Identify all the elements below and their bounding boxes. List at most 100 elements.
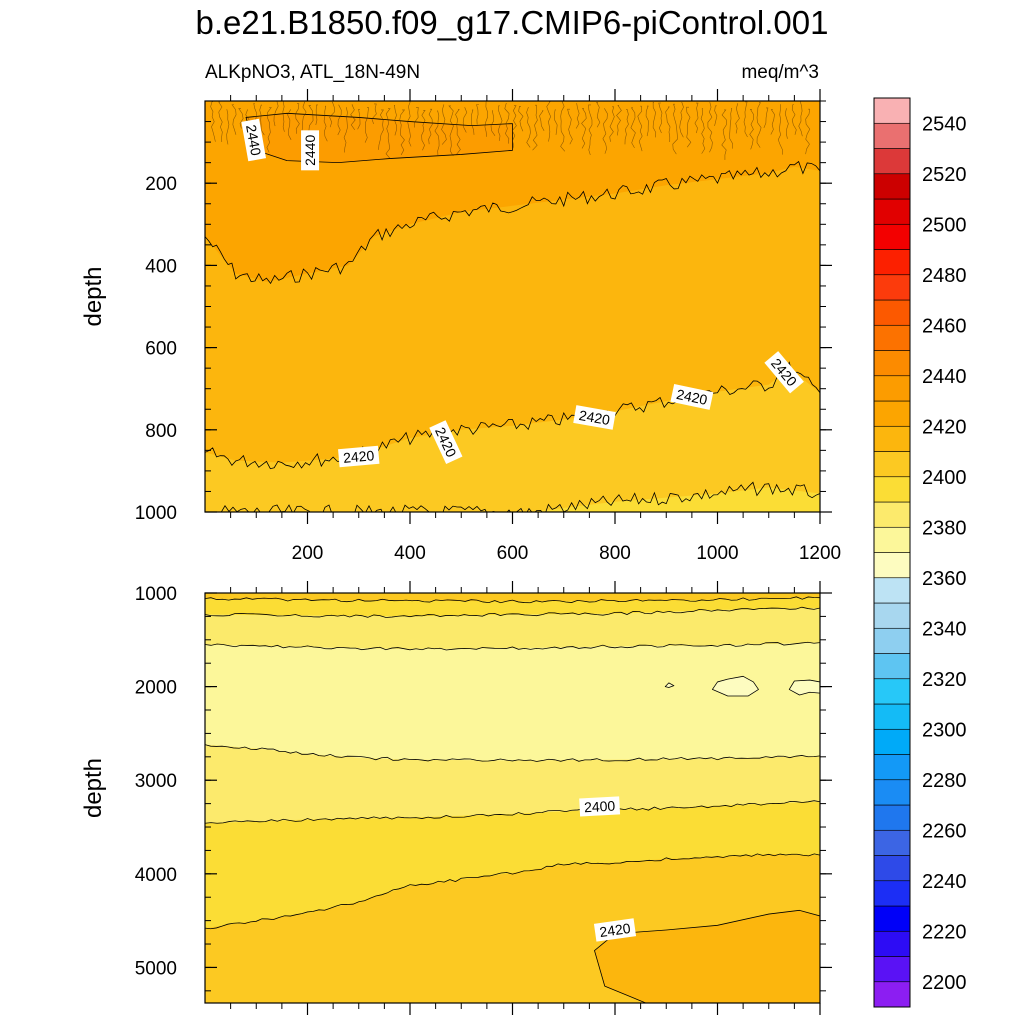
colorbar-tick-label: 2200 xyxy=(922,972,967,994)
upper-noise-contour xyxy=(295,103,300,134)
upper-noise-contour xyxy=(414,107,419,128)
upper-noise-contour xyxy=(609,106,615,142)
upper-noise-contour xyxy=(323,105,328,142)
colorbar-tick-label: 2240 xyxy=(922,871,967,893)
upper-noise-contour xyxy=(301,101,307,133)
lower-y-tick-label: 3000 xyxy=(135,771,177,792)
colorbar-swatch-19 xyxy=(873,501,911,528)
upper-noise-contour xyxy=(560,101,566,152)
contour-label-text: 2440 xyxy=(302,135,318,166)
colorbar-swatch-4 xyxy=(873,880,911,907)
colorbar-swatch-30 xyxy=(873,223,911,250)
colorbar-swatch-20 xyxy=(873,476,911,503)
upper-noise-contour xyxy=(462,107,468,133)
upper-noise-contour xyxy=(763,107,769,129)
upper-x-tick-label: 400 xyxy=(394,543,426,564)
upper-noise-contour xyxy=(602,108,608,154)
colorbar-tick-label: 2300 xyxy=(922,719,967,741)
contour-label-text: 2420 xyxy=(598,920,631,940)
upper-noise-contour xyxy=(539,110,545,131)
upper-noise-contour xyxy=(407,101,412,147)
colorbar-swatch-8 xyxy=(873,779,911,806)
upper-noise-contour xyxy=(497,105,503,141)
upper-noise-contour xyxy=(329,101,335,128)
contour-label-bg xyxy=(764,351,804,394)
colorbar-tick-label: 2360 xyxy=(922,568,967,590)
colorbar-swatch-16 xyxy=(873,577,911,604)
lower-contour-label-0: 2400 xyxy=(579,796,621,817)
upper-noise-contour xyxy=(364,107,369,143)
upper-noise-contour xyxy=(526,107,531,148)
colorbar-swatch-13 xyxy=(873,653,911,680)
upper-noise-contour xyxy=(428,108,433,145)
upper-noise-contour xyxy=(511,105,517,151)
upper-noise-contour xyxy=(784,108,789,139)
contour-label-bg xyxy=(579,796,621,817)
colorbar-tick-label: 2260 xyxy=(922,820,967,842)
upper-noise-contour xyxy=(287,109,292,140)
upper-noise-contour xyxy=(385,108,391,159)
upper-noise-contour xyxy=(518,105,524,132)
upper-noise-contour xyxy=(672,103,678,155)
lower-y-axis-label: depth xyxy=(80,758,107,818)
upper-contour-label-1: 2440 xyxy=(301,130,320,171)
contour-label-bg xyxy=(573,405,616,430)
upper-noise-contour xyxy=(637,105,643,152)
upper-noise-contour xyxy=(357,108,361,130)
upper-noise-contour xyxy=(575,103,580,129)
colorbar-swatch-1 xyxy=(873,956,911,983)
lower-contour-line-2380 xyxy=(205,606,820,618)
upper-noise-contour xyxy=(455,109,461,155)
upper-noise-contour xyxy=(266,107,272,153)
colorbar-swatch-29 xyxy=(873,249,911,276)
upper-noise-contour xyxy=(700,108,706,154)
upper-noise-contour xyxy=(553,109,558,135)
colorbar-swatch-9 xyxy=(873,754,911,781)
contour-label-bg xyxy=(241,118,267,162)
contour-label-bg xyxy=(338,445,380,468)
upper-noise-contour xyxy=(707,101,713,153)
lower-y-tick-label: 1000 xyxy=(135,584,177,605)
colorbar-swatch-3 xyxy=(873,905,911,932)
colorbar-tick-label: 2340 xyxy=(922,618,967,640)
upper-noise-contour xyxy=(798,101,803,137)
upper-y-tick-label: 1000 xyxy=(135,503,177,524)
upper-noise-contour xyxy=(630,107,636,148)
upper-contour-label-2: 2420 xyxy=(338,445,380,468)
upper-noise-contour xyxy=(238,108,244,129)
colorbar-swatch-15 xyxy=(873,602,911,629)
upper-band-2380 xyxy=(205,487,820,512)
upper-noise-contour xyxy=(378,109,384,150)
lower-contour-line-2400 xyxy=(205,853,820,930)
upper-noise-contour xyxy=(596,101,601,128)
upper-noise-contour xyxy=(588,104,593,155)
upper-x-tick-label: 1000 xyxy=(696,543,738,564)
lower-plot-area xyxy=(205,593,820,1003)
contour-label-bg xyxy=(429,420,463,465)
upper-noise-contour xyxy=(315,104,318,126)
colorbar-swatch-18 xyxy=(873,526,911,553)
upper-noise-contour xyxy=(470,109,475,135)
colorbar-tick-label: 2520 xyxy=(922,164,967,186)
upper-noise-contour xyxy=(476,104,479,125)
colorbar-swatch-28 xyxy=(873,274,911,301)
colorbar-swatch-26 xyxy=(873,324,911,351)
colorbar-swatch-25 xyxy=(873,350,911,377)
colorbar-swatch-12 xyxy=(873,678,911,705)
lower-contour-line-2400 xyxy=(205,596,820,604)
lower-y-tick-label: 5000 xyxy=(135,958,177,979)
colorbar-swatch-14 xyxy=(873,627,911,654)
upper-noise-contour xyxy=(791,104,797,135)
colorbar-swatch-32 xyxy=(873,173,911,200)
upper-contour-label-0: 2440 xyxy=(241,118,267,162)
colorbar-swatch-7 xyxy=(873,804,911,831)
upper-noise-contour xyxy=(616,105,622,136)
upper-contour-line-2440 xyxy=(205,160,820,285)
colorbar-swatch-17 xyxy=(873,552,911,579)
upper-contour-line-2420 xyxy=(205,361,820,470)
colorbar-frame xyxy=(873,97,911,1008)
upper-noise-contour xyxy=(652,102,657,138)
colorbar-swatch-11 xyxy=(873,703,911,730)
upper-band-2400 xyxy=(205,368,820,512)
colorbar-tick-label: 2380 xyxy=(922,517,967,539)
